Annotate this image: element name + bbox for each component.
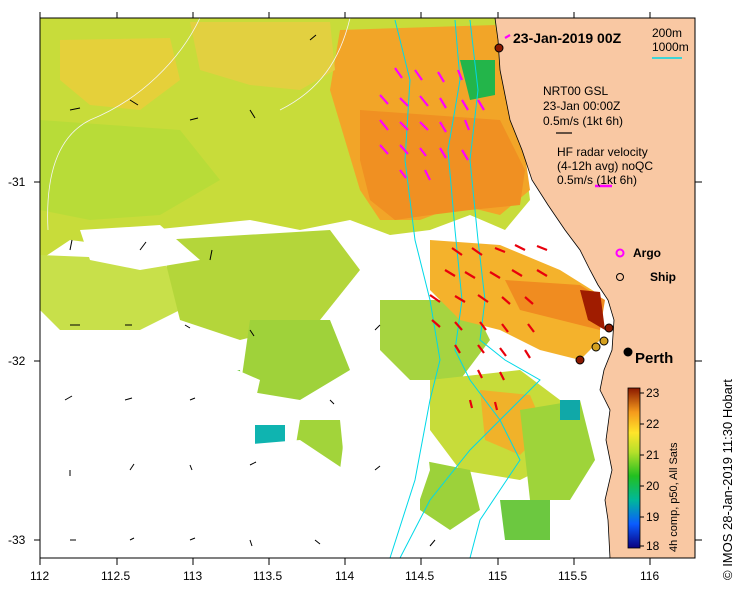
ship-markers (494, 43, 614, 365)
coastline-land (494, 18, 695, 558)
x-tick-label: 113.5 (253, 569, 283, 583)
model-vectors (64, 34, 436, 547)
argo-legend-marker (615, 248, 625, 258)
y-tick-label: -31 (8, 175, 26, 189)
colorbar-tick: 19 (646, 510, 660, 524)
credit-text: © IMOS 28-Jan-2019 11:30 Hobart (720, 379, 735, 580)
model-legend-scale: 0.5m/s (1kt 6h) (543, 114, 624, 128)
model-legend-name: NRT00 GSL (543, 84, 609, 98)
perth-marker (623, 347, 633, 357)
isobath-lines (389, 19, 541, 558)
colorbar-label: 4h comp, p50, All Sats (668, 442, 680, 552)
plot-frame (39, 17, 696, 559)
colorbar-tick: 23 (646, 386, 660, 400)
city-label-perth: Perth (635, 350, 674, 367)
model-contours (47, 18, 351, 231)
x-tick-label: 116 (640, 569, 660, 583)
x-tick-label: 114.5 (405, 569, 435, 583)
colorbar-tick: 18 (646, 539, 660, 553)
colorbar-ticks (640, 392, 644, 547)
colorbar (627, 387, 641, 549)
x-tick-label: 115 (488, 569, 508, 583)
x-tick-label: 112 (30, 569, 50, 583)
radar-vectors-south (429, 244, 548, 411)
sst-field (40, 18, 605, 558)
x-tick-label: 113 (183, 569, 203, 583)
y-tick-label: -32 (8, 354, 26, 368)
y-tick-label: -33 (8, 533, 26, 547)
axis-ticks (34, 12, 702, 565)
x-tick-label: 115.5 (558, 569, 588, 583)
radar-legend-name: HF radar velocity (557, 145, 648, 159)
ship-legend-marker (616, 273, 624, 281)
argo-legend-label: Argo (633, 246, 661, 260)
radar-legend-scale: 0.5m/s (1kt 6h) (557, 173, 638, 187)
map-title: 23-Jan-2019 00Z (513, 30, 622, 46)
depth-legend-200: 200m (652, 26, 683, 40)
depth-legend-1000: 1000m (652, 40, 689, 54)
model-legend-time: 23-Jan 00:00Z (543, 99, 621, 113)
radar-legend-avg: (4-12h avg) noQC (557, 159, 654, 173)
radar-vectors-north (379, 34, 511, 181)
x-tick-label: 112.5 (101, 569, 131, 583)
ship-legend-label: Ship (650, 270, 676, 284)
colorbar-tick: 22 (646, 417, 660, 431)
x-tick-label: 114 (335, 569, 355, 583)
colorbar-tick: 20 (646, 479, 660, 493)
colorbar-tick: 21 (646, 448, 660, 462)
